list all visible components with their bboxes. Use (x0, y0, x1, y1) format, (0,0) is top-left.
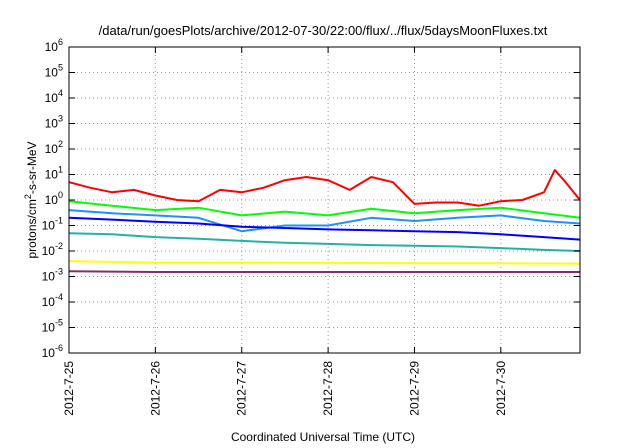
y-tick-label: 10-5 (42, 318, 63, 335)
series-line-5 (68, 232, 581, 252)
y-tick-labels: 10-6 10-5 10-4 10-3 10-2 10-1 100 101 102 103 104 1… (42, 37, 63, 360)
x-tick-label: 2012-7-28 (321, 361, 335, 416)
y-tick-label: 10-3 (42, 267, 63, 284)
axis-ticks (68, 46, 580, 354)
y-tick-label: 10-1 (42, 216, 63, 233)
y-tick-label: 10-6 (42, 343, 63, 360)
y-axis-label-rest: -s-sr-MeV (25, 141, 39, 194)
x-tick-label: 2012-7-26 (148, 361, 162, 416)
series-line-3 (68, 209, 581, 233)
series-line-4 (68, 216, 581, 241)
x-tick-labels: 2012-7-25 2012-7-26 2012-7-27 2012-7-28 2012… (62, 361, 508, 416)
x-tick-label: 2012-7-30 (494, 361, 508, 416)
y-tick-label: 10-4 (42, 292, 63, 309)
y-tick-label: 106 (45, 37, 63, 54)
series-line-7 (68, 270, 580, 273)
x-axis-label: Coordinated Universal Time (UTC) (231, 430, 415, 444)
chart-title: /data/run/goesPlots/archive/2012-07-30/2… (99, 23, 548, 38)
y-axis-label-sup: 2 (23, 194, 33, 199)
y-tick-label: 105 (45, 63, 63, 80)
series-layer (68, 169, 581, 273)
y-tick-label: 10-2 (42, 241, 63, 258)
y-tick-label: 104 (45, 88, 63, 105)
y-tick-label: 102 (45, 139, 63, 156)
y-tick-label: 103 (45, 114, 63, 131)
series-line-6 (68, 260, 581, 265)
x-tick-label: 2012-7-27 (235, 361, 249, 416)
y-axis-label-base: protons/cm (25, 199, 39, 258)
grid-lines (69, 47, 580, 353)
y-axis-label: protons/cm2-s-sr-MeV (23, 141, 39, 258)
y-tick-label: 101 (45, 165, 63, 182)
series-line-1 (68, 169, 581, 207)
y-tick-label: 100 (45, 190, 63, 207)
x-tick-label: 2012-7-29 (407, 361, 421, 416)
series-line-2 (68, 200, 581, 219)
x-tick-label: 2012-7-25 (62, 361, 76, 416)
